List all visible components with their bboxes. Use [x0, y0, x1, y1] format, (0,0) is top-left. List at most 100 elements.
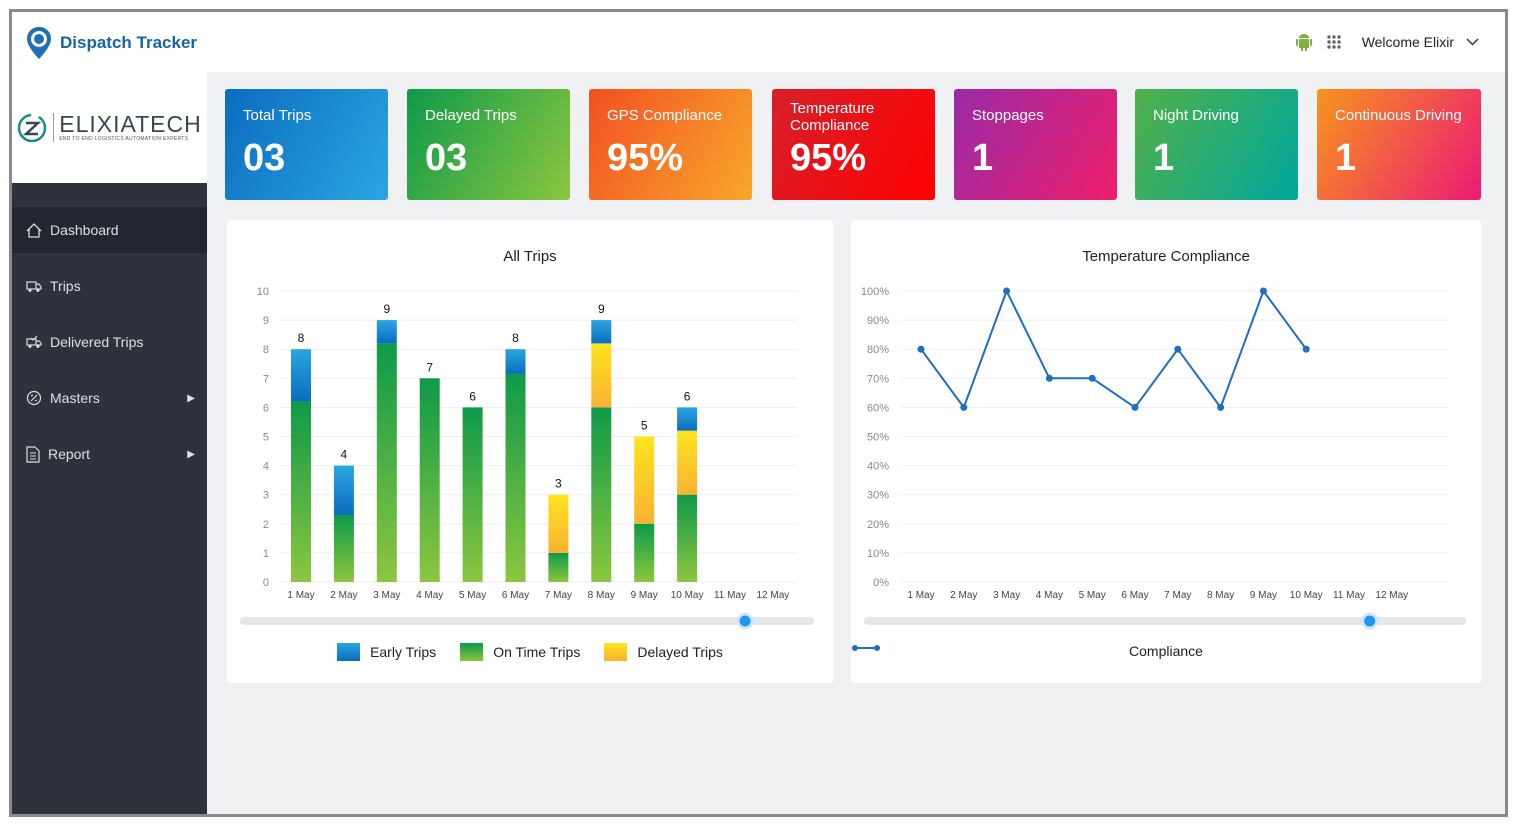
legend-compliance[interactable]: Compliance [852, 643, 1203, 659]
bar-segment-early-trips[interactable] [376, 320, 397, 344]
caret-right-icon: ▶ [187, 448, 195, 460]
y-tick-label: 30% [867, 490, 889, 502]
sidebar-item-dashboard[interactable]: Dashboard [12, 207, 207, 253]
y-tick-label: 50% [867, 432, 889, 444]
range-slider-track [864, 617, 1466, 625]
bar-segment-on-time-trips[interactable] [677, 494, 698, 582]
bar-segment-delayed-trips[interactable] [591, 343, 612, 408]
all-trips-chart: 0 1 2 3 4 5 6 7 8 9 10 1 May 8 2 May 4 3 May 9 4 May 7 5 Ma… [240, 286, 814, 630]
compliance-point[interactable] [917, 345, 925, 353]
sidebar-item-label: Dashboard [50, 222, 119, 238]
y-tick-label: 10 [257, 286, 269, 298]
card-value: 03 [425, 137, 468, 179]
bar-segment-on-time-trips[interactable] [462, 407, 483, 582]
card-title: Stoppages [972, 107, 1044, 124]
app-brand[interactable]: Dispatch Tracker [26, 26, 197, 60]
compliance-point[interactable] [1131, 403, 1139, 411]
x-tick-label: 4 May [416, 590, 443, 601]
y-tick-label: 9 [263, 315, 269, 327]
sidebar-nav: Dashboard Trips Delivered Trips Masters … [12, 207, 207, 477]
android-icon[interactable] [1295, 32, 1312, 52]
sidebar-item-label: Delivered Trips [50, 334, 144, 350]
chevron-down-icon [1466, 38, 1479, 46]
y-tick-label: 5 [263, 432, 269, 444]
bar-segment-on-time-trips[interactable] [591, 407, 612, 582]
card-gps-compliance[interactable]: GPS Compliance 95% [589, 89, 752, 200]
compliance-line [920, 288, 1308, 410]
x-tick-label: 12 May [1375, 590, 1408, 601]
compliance-point[interactable] [960, 403, 968, 411]
x-tick-label: 12 May [757, 590, 790, 601]
x-tick-label: 11 May [714, 590, 746, 601]
bar-total-label: 9 [598, 302, 605, 316]
card-stoppages[interactable]: Stoppages 1 [954, 89, 1117, 200]
bar-segment-on-time-trips[interactable] [419, 378, 440, 582]
card-value: 1 [1335, 137, 1357, 179]
bar-segment-early-trips[interactable] [291, 349, 311, 402]
x-tick-label: 3 May [993, 590, 1020, 601]
bar-segment-early-trips[interactable] [591, 320, 612, 344]
x-tick-label: 10 May [671, 590, 704, 601]
chart-title: All Trips [503, 248, 557, 265]
y-tick-label: 100% [861, 286, 889, 298]
legend-delayed-trips[interactable]: Delayed Trips [604, 643, 723, 661]
bar-segment-on-time-trips[interactable] [548, 552, 569, 582]
sidebar-item-trips[interactable]: Trips [12, 263, 207, 309]
card-night-driving[interactable]: Night Driving 1 [1135, 89, 1298, 200]
x-tick-label: 3 May [373, 590, 400, 601]
bar-total-label: 9 [383, 302, 390, 316]
legend-line-marker [852, 645, 880, 651]
compliance-point[interactable] [1302, 345, 1310, 353]
compliance-point[interactable] [1217, 403, 1225, 411]
range-slider-handle[interactable] [736, 612, 754, 630]
y-tick-label: 70% [867, 373, 889, 385]
bar-total-label: 4 [341, 448, 348, 462]
bar-segment-on-time-trips[interactable] [291, 401, 311, 582]
legend-early-trips[interactable]: Early Trips [337, 643, 436, 661]
range-slider-handle[interactable] [1361, 612, 1379, 630]
card-delayed-trips[interactable]: Delayed Trips 03 [407, 89, 570, 200]
x-tick-label: 5 May [459, 590, 486, 601]
compliance-point[interactable] [1045, 374, 1053, 382]
bar-segment-on-time-trips[interactable] [505, 373, 526, 582]
user-menu[interactable]: Welcome Elixir [1362, 34, 1479, 50]
home-icon [26, 222, 42, 238]
bar-segment-on-time-trips[interactable] [333, 515, 354, 582]
compliance-point[interactable] [1174, 345, 1182, 353]
x-tick-label: 8 May [588, 590, 615, 601]
sidebar-item-masters[interactable]: Masters ▶ [12, 375, 207, 421]
bar-segment-early-trips[interactable] [677, 407, 698, 431]
card-total-trips[interactable]: Total Trips 03 [225, 89, 388, 200]
y-tick-label: 7 [263, 373, 269, 385]
card-title: Continuous Driving [1335, 107, 1462, 124]
card-title: Night Driving [1153, 107, 1239, 124]
elixiatech-logo-icon [18, 113, 47, 142]
bar-segment-early-trips[interactable] [333, 465, 354, 516]
y-tick-label: 80% [867, 344, 889, 356]
card-title: Temperature Compliance [790, 100, 875, 134]
sidebar-item-report[interactable]: Report ▶ [12, 431, 207, 477]
x-tick-label: 6 May [1121, 590, 1148, 601]
legend-on-time-trips[interactable]: On Time Trips [460, 643, 580, 661]
card-value: 1 [1153, 137, 1175, 179]
bar-segment-delayed-trips[interactable] [634, 436, 655, 524]
bar-segment-delayed-trips[interactable] [548, 494, 569, 553]
sidebar-item-delivered-trips[interactable]: Delivered Trips [12, 319, 207, 365]
compliance-point[interactable] [1003, 287, 1011, 295]
card-continuous-driving[interactable]: Continuous Driving 1 [1317, 89, 1481, 200]
x-tick-label: 10 May [1290, 590, 1323, 601]
card-value: 03 [243, 137, 286, 179]
bar-segment-on-time-trips[interactable] [634, 523, 655, 582]
location-pin-logo-icon [27, 27, 51, 59]
bar-segment-early-trips[interactable] [505, 349, 526, 374]
compliance-point[interactable] [1259, 287, 1267, 295]
bar-segment-on-time-trips[interactable] [376, 343, 397, 582]
x-tick-label: 1 May [907, 590, 934, 601]
card-title: GPS Compliance [607, 107, 723, 124]
compliance-point[interactable] [1088, 374, 1096, 382]
chart-title: Temperature Compliance [1082, 248, 1250, 265]
card-temperature-compliance[interactable]: Temperature Compliance 95% [772, 89, 935, 200]
bar-segment-delayed-trips[interactable] [677, 430, 698, 495]
apps-grid-icon[interactable] [1326, 34, 1342, 50]
card-title: Total Trips [243, 107, 312, 124]
